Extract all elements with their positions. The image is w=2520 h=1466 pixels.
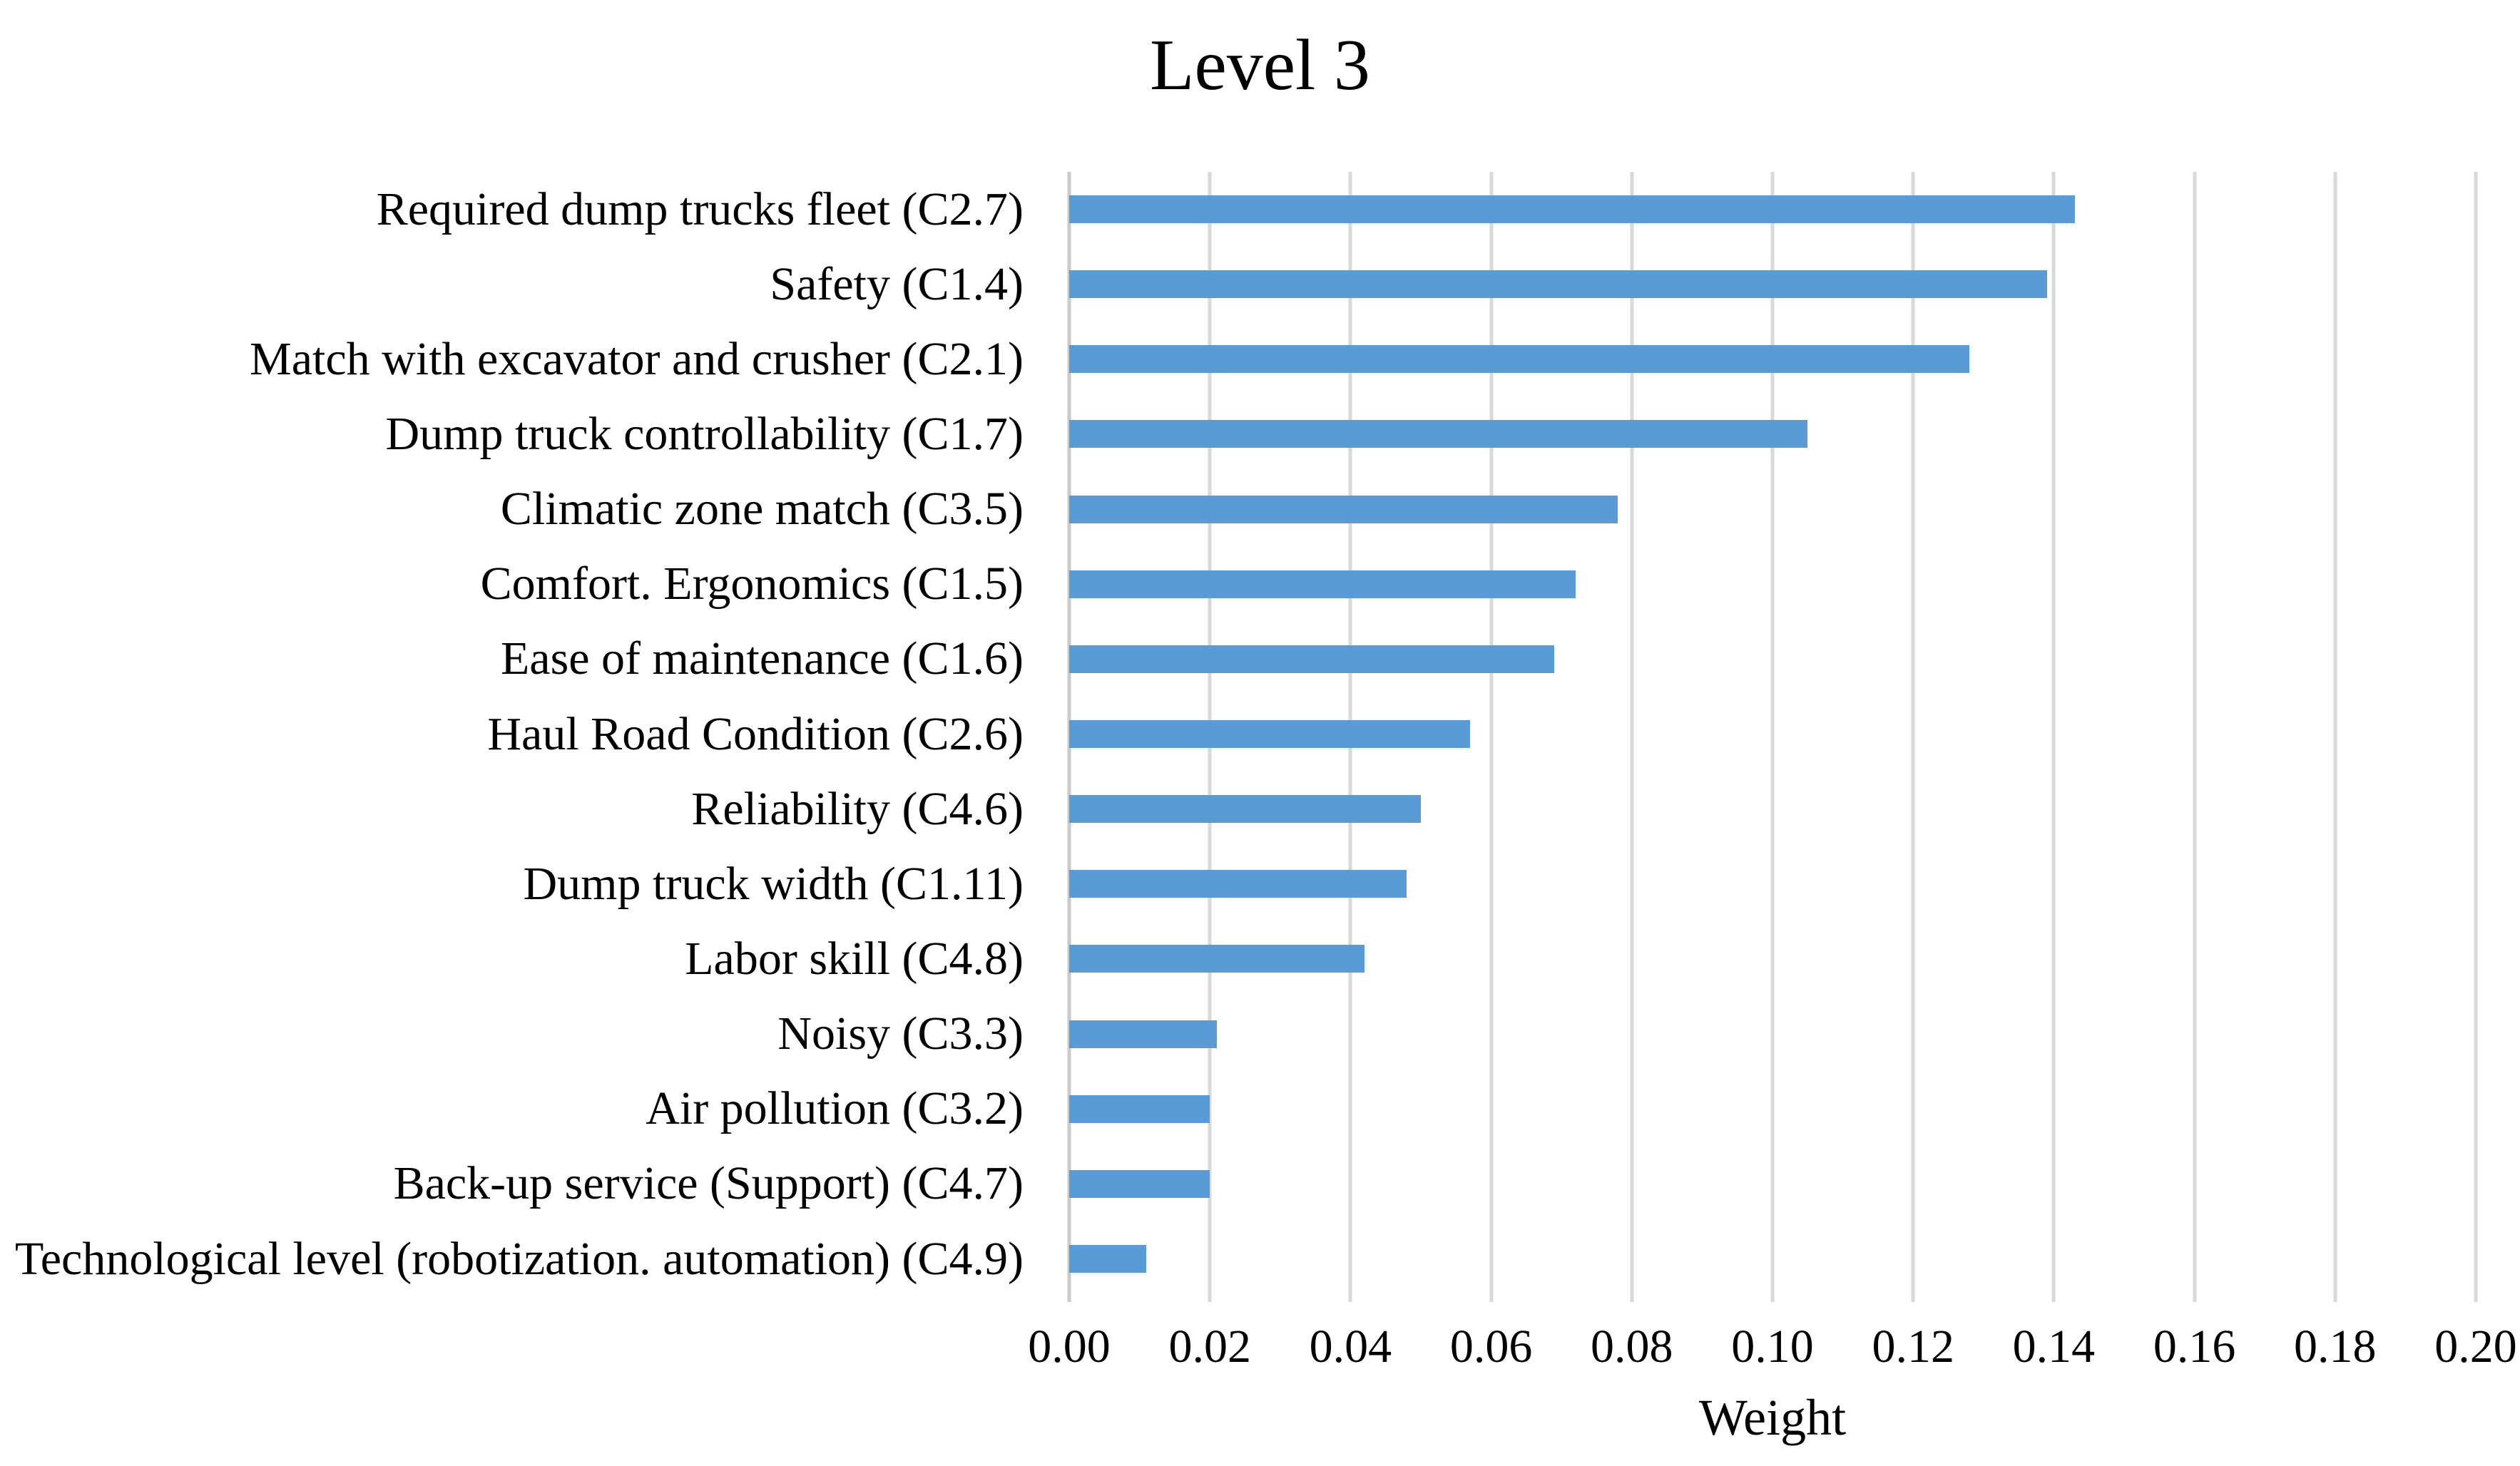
chart-title: Level 3 [1150, 25, 1370, 106]
gridline [2474, 172, 2478, 1302]
x-tick-label: 0.16 [2153, 1321, 2236, 1373]
category-label: Labor skill (C4.8) [685, 932, 1024, 985]
gridline [2051, 172, 2056, 1302]
gridline [1770, 172, 1775, 1302]
bar [1069, 1095, 1210, 1123]
gridline [1630, 172, 1634, 1302]
x-axis-title: Weight [1698, 1389, 1847, 1446]
bar [1069, 195, 2075, 224]
bar-row [1069, 472, 2476, 547]
category-label: Match with excavator and crusher (C2.1) [250, 332, 1024, 385]
category-label: Technological level (robotization. autom… [15, 1232, 1024, 1285]
x-tick-label: 0.12 [1872, 1321, 1954, 1373]
bar-row [1069, 172, 2476, 247]
bar [1069, 945, 1365, 973]
x-axis-tick-labels: 0.00 0.02 0.04 0.06 0.08 0.10 0.12 0.14 0.16 0.18… [1028, 1321, 2517, 1384]
bar-row [1069, 997, 2476, 1072]
bar [1069, 495, 1618, 523]
category-label: Noisy (C3.3) [777, 1008, 1024, 1060]
bar [1069, 1020, 1218, 1048]
gridline [1489, 172, 1494, 1302]
bar [1069, 720, 1471, 749]
bar-row [1069, 622, 2476, 697]
x-tick-label: 0.20 [2434, 1321, 2517, 1373]
x-tick-label: 0.00 [1028, 1321, 1111, 1373]
bar-row [1069, 772, 2476, 846]
category-label: Dump truck width (C1.11) [523, 857, 1024, 910]
category-label: Back-up service (Support) (C4.7) [393, 1157, 1024, 1210]
x-tick-label: 0.04 [1309, 1321, 1392, 1373]
gridline [2193, 172, 2197, 1302]
category-label: Comfort. Ergonomics (C1.5) [480, 558, 1024, 610]
bar [1069, 645, 1555, 673]
x-tick-label: 0.10 [1731, 1321, 1814, 1373]
bar [1069, 1169, 1210, 1198]
bar [1069, 1245, 1147, 1273]
bar-row [1069, 396, 2476, 471]
bar [1069, 570, 1576, 598]
plot-area [1067, 172, 2478, 1302]
gridline [1911, 172, 1915, 1302]
x-tick-label: 0.14 [2012, 1321, 2096, 1373]
bar [1069, 345, 1970, 374]
bar-row [1069, 547, 2476, 622]
gridline [2333, 172, 2337, 1302]
x-tick-label: 0.18 [2294, 1321, 2377, 1373]
x-tick-label: 0.02 [1168, 1321, 1251, 1373]
category-label: Safety (C1.4) [770, 257, 1024, 310]
bar-series [1069, 172, 2476, 1296]
bar [1069, 420, 1808, 448]
bar-row [1069, 921, 2476, 996]
category-label: Dump truck controllability (C1.7) [385, 407, 1024, 460]
category-label: Haul Road Condition (C2.6) [487, 707, 1024, 760]
y-axis-category-labels: Required dump trucks fleet (C2.7) Safety … [0, 172, 1046, 1296]
x-tick-label: 0.06 [1449, 1321, 1533, 1373]
category-label: Required dump trucks fleet (C2.7) [376, 183, 1024, 235]
bar-row [1069, 1072, 2476, 1147]
bar-row [1069, 1221, 2476, 1296]
category-label: Air pollution (C3.2) [646, 1082, 1024, 1135]
bar-row [1069, 1147, 2476, 1221]
x-tick-label: 0.08 [1591, 1321, 1673, 1373]
bar-row [1069, 247, 2476, 322]
bar [1069, 795, 1421, 824]
category-label: Climatic zone match (C3.5) [500, 483, 1024, 535]
bar [1069, 870, 1407, 898]
bar-row [1069, 697, 2476, 772]
bar-row [1069, 846, 2476, 921]
bar-row [1069, 322, 2476, 396]
category-label: Reliability (C4.6) [691, 782, 1024, 835]
bar [1069, 270, 2047, 299]
category-label: Ease of maintenance (C1.6) [500, 632, 1024, 685]
